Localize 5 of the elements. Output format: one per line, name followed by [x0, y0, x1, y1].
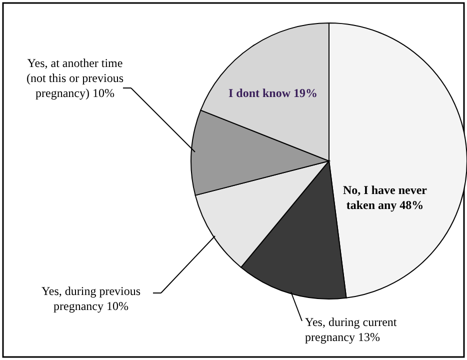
slice-label: Yes, during current pregnancy 13% [305, 315, 398, 344]
slice-label: I dont know 19% [228, 86, 318, 100]
legend-label: Yes, during previous pregnancy 10% [41, 284, 141, 313]
slice-label: No, I have never taken any 48% [343, 183, 428, 212]
slice-label: Yes, at another time (not this or previous pregnancy) 10% [26, 56, 124, 100]
